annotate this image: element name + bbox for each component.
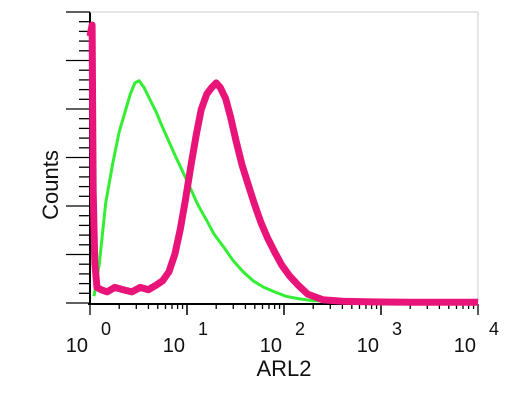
y-axis bbox=[66, 11, 479, 305]
y-axis-label: Counts bbox=[38, 150, 63, 220]
x-tick-label-base: 10 bbox=[260, 335, 282, 357]
x-tick-label-exponent: 2 bbox=[295, 319, 305, 339]
x-tick-label-exponent: 1 bbox=[198, 319, 208, 339]
x-tick-label-exponent: 4 bbox=[489, 319, 499, 339]
x-tick-label-base: 10 bbox=[66, 335, 88, 357]
x-tick-label-base: 10 bbox=[357, 335, 379, 357]
x-axis-label: ARL2 bbox=[256, 356, 311, 381]
series-line-magenta bbox=[86, 21, 478, 306]
x-tick-label-exponent: 3 bbox=[392, 319, 402, 339]
x-tick-label-exponent: 0 bbox=[101, 319, 111, 339]
x-tick-labels: 10 0 10 1 10 2 10 3 10 4 bbox=[66, 319, 499, 357]
series-line-green bbox=[92, 79, 478, 305]
series-layer bbox=[86, 21, 478, 306]
x-tick-label-base: 10 bbox=[454, 335, 476, 357]
x-tick-label-base: 10 bbox=[163, 335, 185, 357]
